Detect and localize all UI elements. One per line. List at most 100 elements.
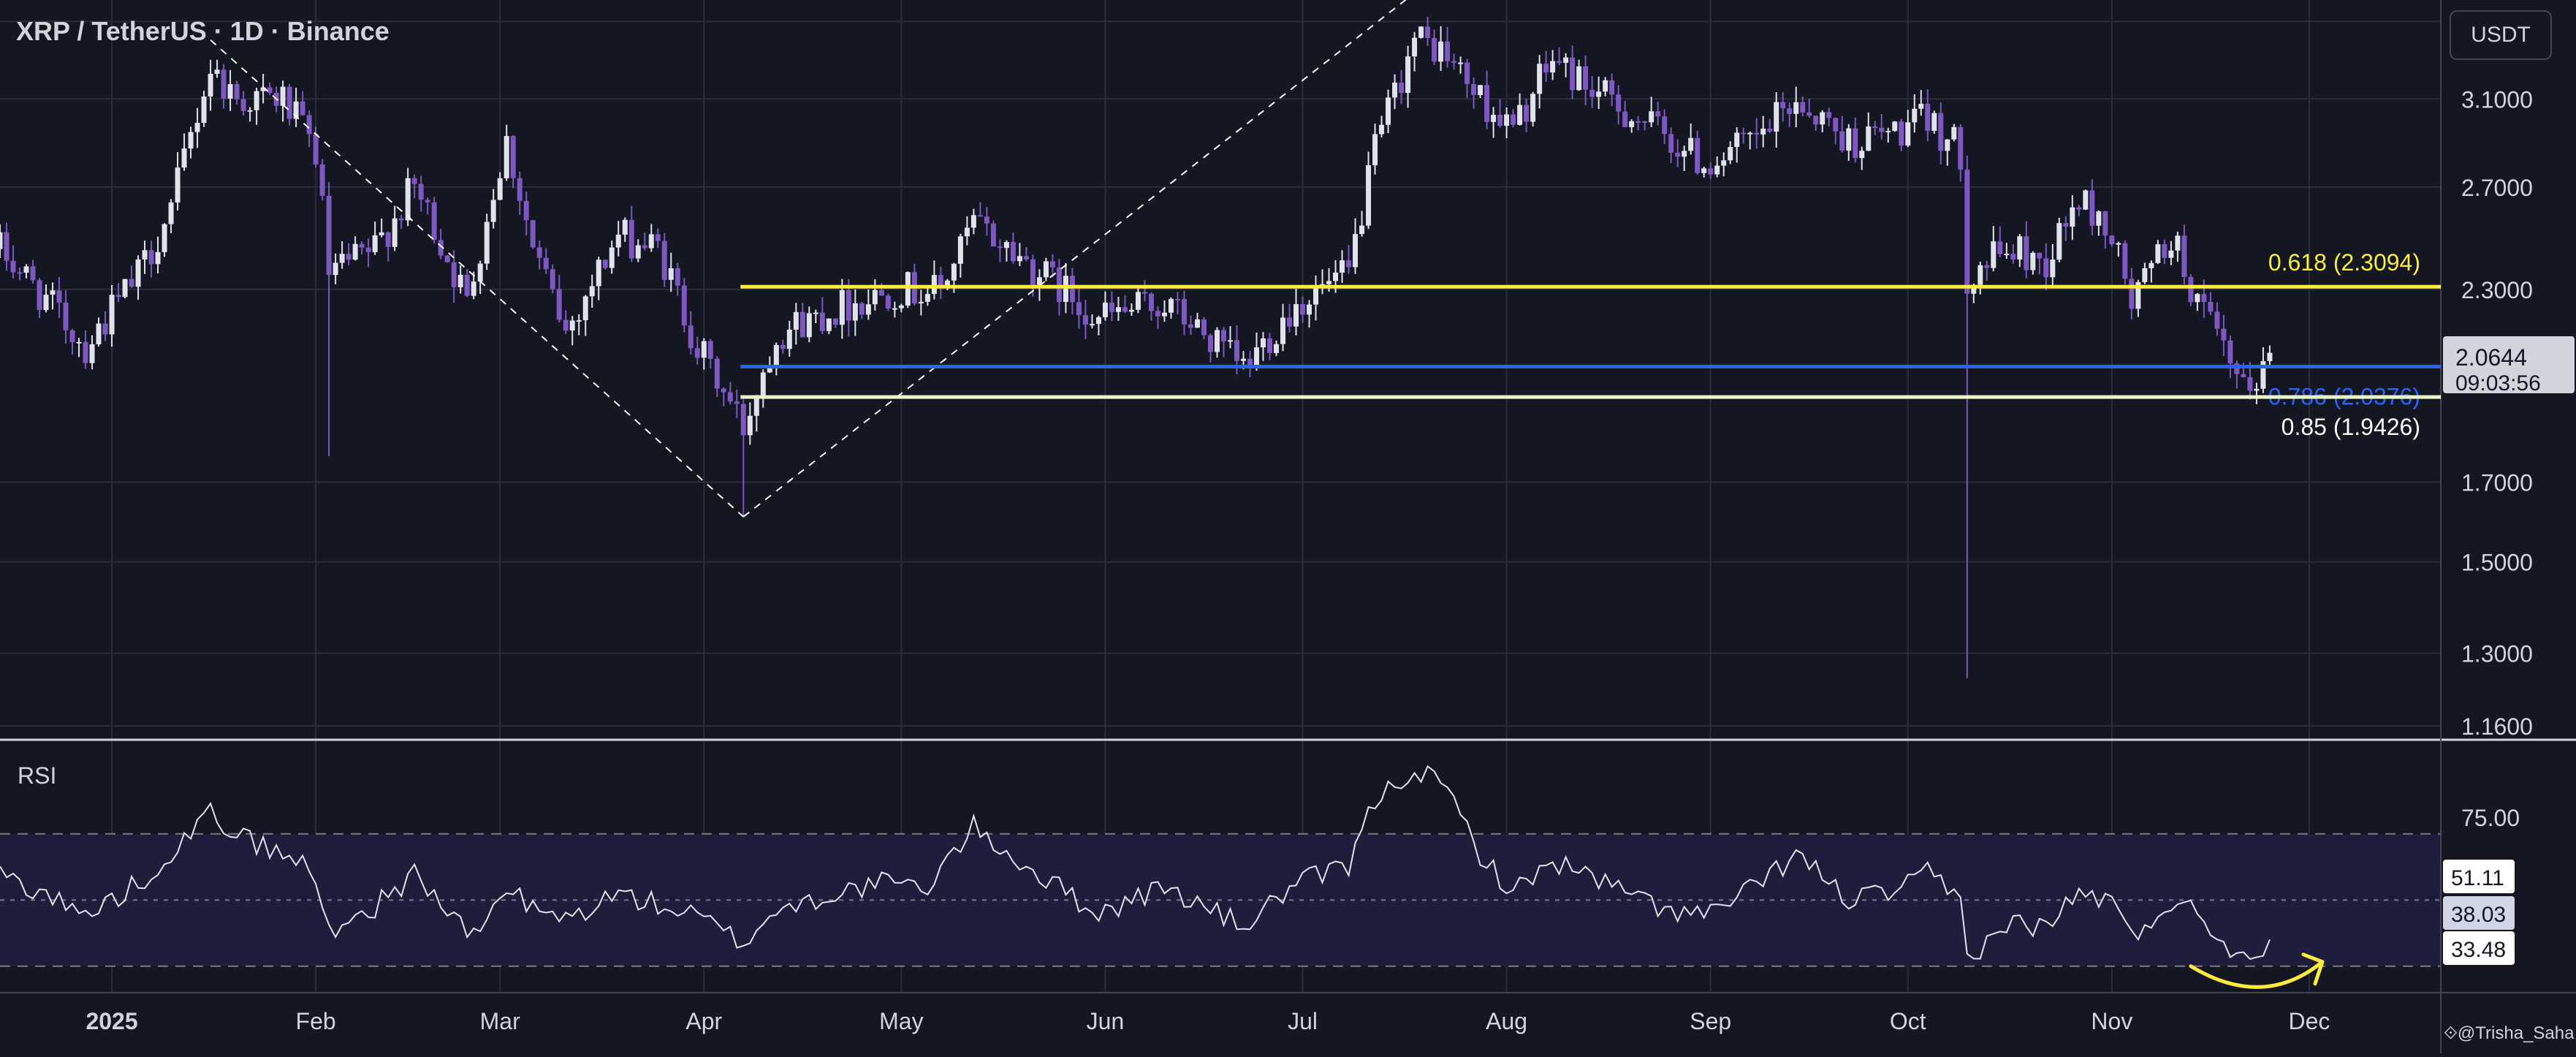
- candle-body: [931, 275, 937, 295]
- candle-body: [457, 274, 463, 287]
- price-tick-label: 1.1600: [2461, 713, 2533, 740]
- candle-body: [1333, 272, 1339, 281]
- candle-body: [1997, 241, 2003, 254]
- current-price-label: 2.0644: [2455, 344, 2527, 371]
- time-tick-label: Nov: [2091, 1008, 2132, 1034]
- candle-body: [2102, 211, 2108, 236]
- candle-body: [2043, 258, 2049, 278]
- candle-body: [642, 245, 647, 249]
- candle-body: [444, 255, 450, 262]
- candle-body: [1859, 151, 1865, 159]
- candle-body: [1760, 128, 1766, 135]
- candle-body: [1938, 113, 1944, 151]
- candle-body: [984, 216, 989, 224]
- candle-body: [115, 295, 121, 298]
- candle-body: [1471, 83, 1477, 96]
- candle-body: [1767, 128, 1773, 132]
- currency-button[interactable]: USDT: [2450, 10, 2552, 60]
- candle-body: [431, 202, 437, 240]
- candle-body: [1392, 83, 1398, 98]
- candle-body: [280, 86, 286, 106]
- fib-levels: 0.618 (2.3094)0.786 (2.0376)0.85 (1.9426…: [740, 249, 2441, 440]
- candle-body: [609, 247, 615, 268]
- price-tick-label: 1.7000: [2461, 470, 2533, 496]
- chart-title: XRP / TetherUS · 1D · Binance: [16, 16, 390, 46]
- candle-body: [1813, 115, 1819, 125]
- candle-body: [1181, 299, 1187, 325]
- candle-body: [1543, 64, 1549, 73]
- candle-body: [122, 279, 128, 298]
- candle-body: [1340, 260, 1345, 273]
- candle-body: [550, 269, 555, 289]
- candle-body: [405, 178, 411, 221]
- candle-body: [1918, 103, 1924, 109]
- candle-body: [1102, 302, 1108, 317]
- candle-body: [635, 245, 641, 259]
- candle-body: [326, 195, 332, 276]
- time-tick-label: Mar: [480, 1008, 520, 1034]
- candle-body: [1307, 304, 1312, 315]
- time-tick-label: Feb: [296, 1008, 336, 1034]
- candle-body: [1135, 292, 1141, 310]
- rsi-axis: 75.00 51.11 38.03 33.48: [2443, 805, 2520, 965]
- candle-body: [1491, 115, 1497, 122]
- candle-body: [556, 289, 562, 320]
- candle-body: [293, 101, 299, 119]
- candle-body: [346, 254, 352, 260]
- candle-body: [628, 219, 634, 259]
- candle-body: [1701, 168, 1707, 173]
- candle-body: [767, 366, 772, 373]
- candle-body: [2142, 268, 2148, 282]
- candle-body: [175, 167, 181, 203]
- candle-body: [2195, 294, 2200, 303]
- candle-body: [1616, 94, 1622, 112]
- candle-body: [1971, 284, 1977, 294]
- candle-body: [786, 329, 792, 349]
- candle-body: [1833, 118, 1839, 132]
- candle-body: [1675, 152, 1681, 157]
- candle-body: [2162, 244, 2167, 258]
- candle-body: [734, 401, 740, 404]
- candle-body: [10, 260, 16, 273]
- time-tick-label: 2025: [86, 1008, 137, 1034]
- candle-body: [194, 123, 200, 132]
- candle-body: [1511, 114, 1516, 125]
- candle-body: [1353, 234, 1359, 268]
- rsi-value-38: 38.03: [2451, 903, 2506, 927]
- rsi-value-33-box: [2443, 931, 2515, 965]
- candle-body: [504, 136, 509, 178]
- candle-body: [1747, 132, 1753, 135]
- candle-body: [1695, 137, 1701, 173]
- candle-body: [418, 183, 424, 200]
- candle-body: [1432, 37, 1437, 62]
- candle-body: [707, 341, 713, 359]
- candle-body: [234, 84, 240, 99]
- candle-body: [944, 280, 950, 286]
- candle-body: [2030, 252, 2036, 270]
- candle-body: [227, 84, 233, 99]
- candle-body: [1622, 111, 1628, 127]
- candle-body: [819, 312, 825, 331]
- candle-body: [1128, 309, 1134, 312]
- candle-body: [997, 246, 1003, 249]
- candle-body: [1399, 83, 1405, 94]
- candle-body: [352, 243, 358, 260]
- candle-body: [1188, 324, 1193, 328]
- candle-body: [924, 294, 930, 302]
- candle-body: [1247, 358, 1253, 365]
- rsi-arrow-head: [2301, 952, 2325, 986]
- candle-body: [50, 290, 56, 295]
- candle-body: [569, 320, 575, 331]
- candle-body: [4, 232, 10, 261]
- candle-body: [464, 274, 470, 296]
- candle-body: [155, 251, 161, 265]
- candle-body: [2208, 302, 2214, 312]
- candle-body: [1741, 132, 1747, 135]
- candle-body: [142, 250, 148, 259]
- candle-body: [681, 285, 687, 326]
- candle-body: [1793, 102, 1799, 114]
- rsi-line-group: [0, 765, 2271, 961]
- candle-body: [1043, 261, 1049, 278]
- candle-body: [1708, 168, 1714, 175]
